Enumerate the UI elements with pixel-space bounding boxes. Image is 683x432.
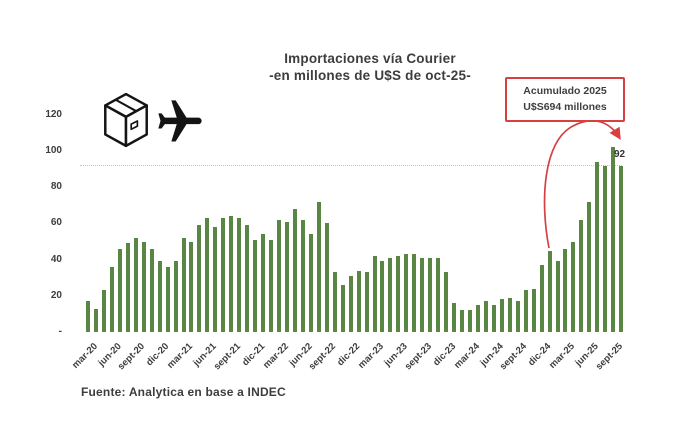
package-box-icon xyxy=(104,92,148,148)
x-tick-label-mar-24: mar-24 xyxy=(451,341,482,371)
bar-may-20 xyxy=(101,290,106,332)
bar-ago-21 xyxy=(221,218,226,332)
bar-nov-20 xyxy=(149,248,154,332)
bar-feb-23 xyxy=(364,272,369,332)
annotation-box: Acumulado 2025 U$S694 millones xyxy=(505,77,625,122)
y-tick-label: 40 xyxy=(50,253,62,265)
annotation-line1: Acumulado 2025 xyxy=(523,85,607,97)
bar-abr-21 xyxy=(189,241,194,332)
bar-jul-24 xyxy=(499,299,504,332)
bar-ago-25 xyxy=(603,165,608,332)
bar-ene-23 xyxy=(356,270,361,332)
bar-jun-24 xyxy=(491,304,496,333)
bar-jun-22 xyxy=(300,219,305,332)
bar-ene-25 xyxy=(547,250,552,333)
chart-title-line1: Importaciones vía Courier xyxy=(284,51,456,66)
bar-dic-20 xyxy=(157,261,162,332)
airplane-icon xyxy=(158,100,202,142)
bar-jun-20 xyxy=(109,266,114,332)
bar-dic-21 xyxy=(253,239,258,332)
bar-mar-23 xyxy=(372,256,377,332)
bar-mar-25 xyxy=(563,248,568,332)
bar-may-23 xyxy=(388,257,393,332)
bar-oct-25 xyxy=(619,165,624,332)
y-tick-label: 120 xyxy=(45,108,62,120)
x-tick-label-mar-22: mar-22 xyxy=(260,341,291,371)
bar-nov-24 xyxy=(531,288,536,332)
bar-jul-23 xyxy=(404,254,409,332)
bar-may-24 xyxy=(483,301,488,332)
x-tick-label-mar-25: mar-25 xyxy=(547,341,578,371)
bar-sept-21 xyxy=(229,216,234,332)
bar-dic-24 xyxy=(539,265,544,332)
bar-sept-25 xyxy=(611,147,616,332)
bar-nov-23 xyxy=(436,257,441,332)
y-tick-label: - xyxy=(58,326,62,337)
bar-mar-24 xyxy=(467,310,472,332)
source-note: Fuente: Analytica en base a INDEC xyxy=(81,385,286,399)
bar-sept-20 xyxy=(133,237,138,332)
chart-subtitle: -en millones de U$S de oct-25- xyxy=(269,68,471,83)
bar-feb-21 xyxy=(173,261,178,332)
annotation-line2: U$S694 millones xyxy=(523,101,607,113)
bar-feb-25 xyxy=(555,261,560,332)
bar-ene-21 xyxy=(165,266,170,332)
bar-abr-20 xyxy=(94,308,98,332)
bar-abr-22 xyxy=(284,221,289,332)
bar-oct-23 xyxy=(428,257,433,332)
bar-abr-25 xyxy=(571,241,576,332)
bar-jun-21 xyxy=(205,218,210,332)
bar-ago-20 xyxy=(125,243,130,332)
bar-jul-22 xyxy=(308,234,313,332)
bar-jul-21 xyxy=(213,227,218,332)
bar-jul-25 xyxy=(595,161,600,332)
bar-jun-25 xyxy=(587,201,592,332)
x-tick-label-mar-20: mar-20 xyxy=(69,341,100,371)
bar-jun-23 xyxy=(396,256,401,332)
bar-ene-22 xyxy=(261,234,266,332)
bar-may-25 xyxy=(579,219,584,332)
bar-oct-22 xyxy=(332,272,337,332)
bar-mar-20 xyxy=(86,301,90,332)
reference-line-92 xyxy=(80,165,622,167)
bar-may-21 xyxy=(197,225,202,332)
bar-feb-24 xyxy=(460,310,464,332)
bar-oct-20 xyxy=(141,241,146,332)
last-bar-value-label: 92 xyxy=(614,149,626,160)
bar-ene-24 xyxy=(452,303,456,332)
bar-dic-23 xyxy=(444,272,449,332)
bar-nov-21 xyxy=(245,225,250,332)
y-tick-label: 80 xyxy=(50,181,62,193)
bar-dic-22 xyxy=(348,275,353,332)
bar-jul-20 xyxy=(117,248,122,332)
bar-abr-23 xyxy=(380,261,385,332)
x-tick-label-mar-23: mar-23 xyxy=(356,341,387,371)
bar-may-22 xyxy=(292,208,297,332)
bar-mar-21 xyxy=(181,237,186,332)
bar-ago-22 xyxy=(316,201,321,332)
chart-title: Importaciones vía Courier -en millones d… xyxy=(170,50,570,84)
bar-nov-22 xyxy=(340,284,345,332)
x-tick-label-mar-21: mar-21 xyxy=(165,341,196,371)
y-tick-label: 60 xyxy=(50,217,62,229)
bar-sept-24 xyxy=(515,301,520,332)
bar-sept-22 xyxy=(324,223,329,332)
bar-abr-24 xyxy=(475,304,480,333)
bar-oct-21 xyxy=(237,218,242,332)
bar-sept-23 xyxy=(420,257,425,332)
bar-mar-22 xyxy=(277,219,281,332)
bar-feb-22 xyxy=(269,239,273,332)
bar-ago-24 xyxy=(507,297,512,332)
y-tick-label: 20 xyxy=(50,289,62,301)
bar-ago-23 xyxy=(412,254,417,332)
y-tick-label: 100 xyxy=(45,145,62,156)
bar-oct-24 xyxy=(523,290,528,332)
